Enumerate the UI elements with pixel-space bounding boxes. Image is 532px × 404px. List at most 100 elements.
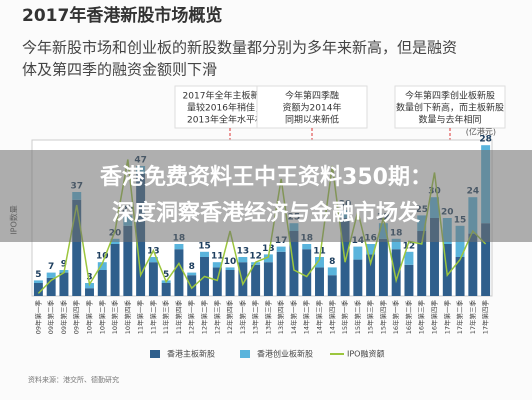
data-label: 12 (403, 241, 416, 251)
bar (366, 244, 376, 255)
data-label: 13 (262, 244, 275, 254)
bar (263, 262, 273, 296)
x-tick-label: 10年第四季 (123, 300, 132, 335)
bar (200, 251, 209, 257)
x-tick-label: 10年第三季 (110, 300, 119, 335)
bar (468, 233, 478, 296)
data-label: 10 (96, 252, 109, 262)
bar (404, 251, 414, 265)
bar (404, 264, 414, 296)
x-tick-label: 10年第一季 (85, 300, 94, 335)
bar (391, 249, 401, 296)
x-tick-label: 13年第四季 (276, 300, 285, 335)
x-tick-label: 09年第四季 (72, 300, 81, 335)
x-tick-label: 11年第一季 (136, 300, 145, 335)
x-tick-label: 12年第四季 (225, 300, 234, 335)
legend-label: 香港主板新股 (167, 349, 215, 359)
bar (85, 288, 94, 296)
bar (212, 262, 222, 268)
bar (366, 254, 376, 296)
x-tick-label: 12年第二季 (200, 300, 209, 335)
legend-label: 香港创业板新股 (257, 349, 313, 359)
bar (33, 283, 43, 296)
bar (225, 270, 235, 296)
x-tick-label: 16年第一季 (391, 300, 400, 335)
x-tick-label: 09年第二季 (46, 300, 55, 335)
bar (315, 257, 324, 268)
x-tick-label: 15年第三季 (366, 300, 375, 335)
bar (46, 277, 56, 296)
bar (238, 262, 248, 296)
y2-axis-label: (亿港元) (466, 127, 496, 137)
x-tick-label: 14年第二季 (302, 300, 311, 335)
x-tick-label: 17年第四季 (481, 300, 490, 335)
bar (110, 244, 120, 296)
x-tick-label: 12年第一季 (187, 300, 196, 335)
x-tick-label: 13年第二季 (251, 300, 260, 335)
x-tick-label: 11年第四季 (174, 300, 183, 335)
annotation: 2017年全年主板新股数 (183, 90, 278, 102)
bar (430, 218, 439, 296)
x-tick-label: 15年第二季 (353, 300, 362, 335)
x-tick-label: 14年第三季 (315, 300, 324, 335)
bar (251, 264, 261, 296)
data-label: 10 (224, 257, 237, 267)
bar (59, 272, 69, 296)
data-label: 11 (211, 252, 224, 262)
x-tick-label: 17年第三季 (468, 300, 477, 335)
bar (353, 246, 363, 260)
x-tick-label: 16年第三季 (417, 300, 426, 335)
x-tick-label: 15年第一季 (340, 300, 349, 335)
bar (481, 223, 491, 296)
annotation-box (394, 85, 506, 129)
bar (238, 257, 248, 263)
bar (123, 225, 133, 296)
x-tick-label: 17年第一季 (442, 300, 451, 335)
bar (276, 246, 286, 252)
bar (187, 275, 197, 296)
x-tick-label: 10年第二季 (97, 300, 106, 335)
bar (187, 272, 197, 276)
legend-label: IPO融资额 (347, 349, 384, 359)
x-tick-label: 09年第三季 (59, 300, 68, 335)
data-label: 3 (86, 273, 92, 283)
x-tick-label: 12年第三季 (212, 300, 221, 335)
bar (33, 280, 43, 283)
bar (302, 244, 312, 250)
bar (455, 257, 465, 296)
bar (225, 267, 235, 270)
x-tick-label: 16年第四季 (430, 300, 439, 335)
data-label: 28 (479, 135, 492, 145)
overlay-text: 香港免费资料王中王资料350期： (100, 164, 432, 190)
legend-swatch (150, 350, 160, 358)
annotation: 数量创下新高，而主板新股 (396, 102, 504, 114)
x-tick-label: 11年第二季 (148, 300, 157, 335)
data-label: 5 (35, 270, 41, 280)
data-label: 9 (61, 260, 67, 270)
bar (327, 267, 337, 276)
bar (97, 262, 107, 270)
legend-swatch (240, 350, 250, 358)
bar (378, 238, 388, 296)
data-label: 8 (189, 262, 195, 272)
subtitle: 今年新股市场和创业板的新股数量都分别为多年来新高，但是融资 (22, 39, 457, 57)
x-tick-label: 13年第一季 (238, 300, 247, 335)
x-tick-label: 09年第一季 (33, 300, 42, 335)
bar (391, 238, 401, 250)
annotation: 2013年全年水平相若 (187, 114, 273, 126)
chart-title: 2017年香港新股市场概览 (22, 5, 222, 26)
data-label: 7 (48, 262, 54, 272)
bar (315, 267, 324, 296)
bar (302, 249, 312, 296)
x-tick-label: 16年第二季 (404, 300, 413, 335)
x-tick-label: 13年第三季 (263, 300, 272, 335)
bar (148, 262, 158, 296)
x-tick-label: 14年第一季 (289, 300, 298, 335)
bar (161, 283, 171, 296)
x-tick-label: 14年第四季 (327, 300, 336, 335)
x-tick-label: 15年第四季 (378, 300, 387, 335)
x-tick-label: 11年第三季 (161, 300, 170, 335)
bar (417, 231, 427, 296)
bar (263, 254, 273, 263)
data-label: 12 (249, 252, 262, 262)
